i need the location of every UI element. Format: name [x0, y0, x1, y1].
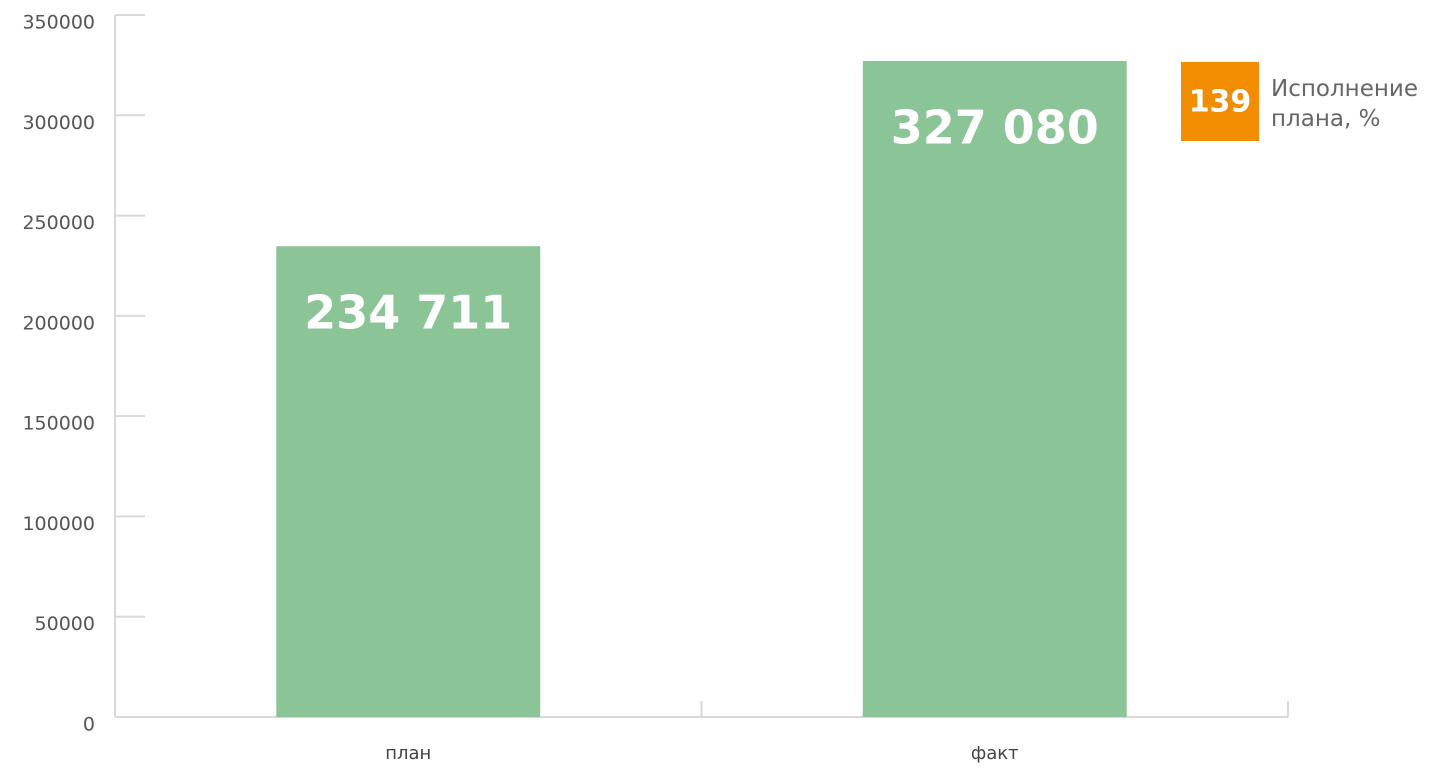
annotation-label: Исполнение плана, %	[1271, 76, 1418, 132]
y-tick-label: 200000	[22, 312, 95, 334]
y-tick-label: 350000	[22, 12, 95, 34]
y-tick-label: 150000	[22, 413, 95, 435]
y-tick-label: 0	[83, 714, 95, 736]
annotation-badge	[1181, 62, 1259, 141]
x-tick-label: план	[385, 743, 431, 764]
y-tick-label: 50000	[35, 613, 95, 635]
y-tick-label: 250000	[22, 212, 95, 234]
value-label: 327 080	[891, 100, 1099, 154]
y-tick-label: 300000	[22, 112, 95, 134]
value-label: 234 711	[304, 286, 512, 340]
annotation-value: 139	[1189, 85, 1252, 120]
bar	[862, 60, 1127, 718]
bar	[276, 246, 541, 717]
y-tick-label: 100000	[22, 513, 95, 535]
x-tick-label: факт	[971, 743, 1019, 764]
